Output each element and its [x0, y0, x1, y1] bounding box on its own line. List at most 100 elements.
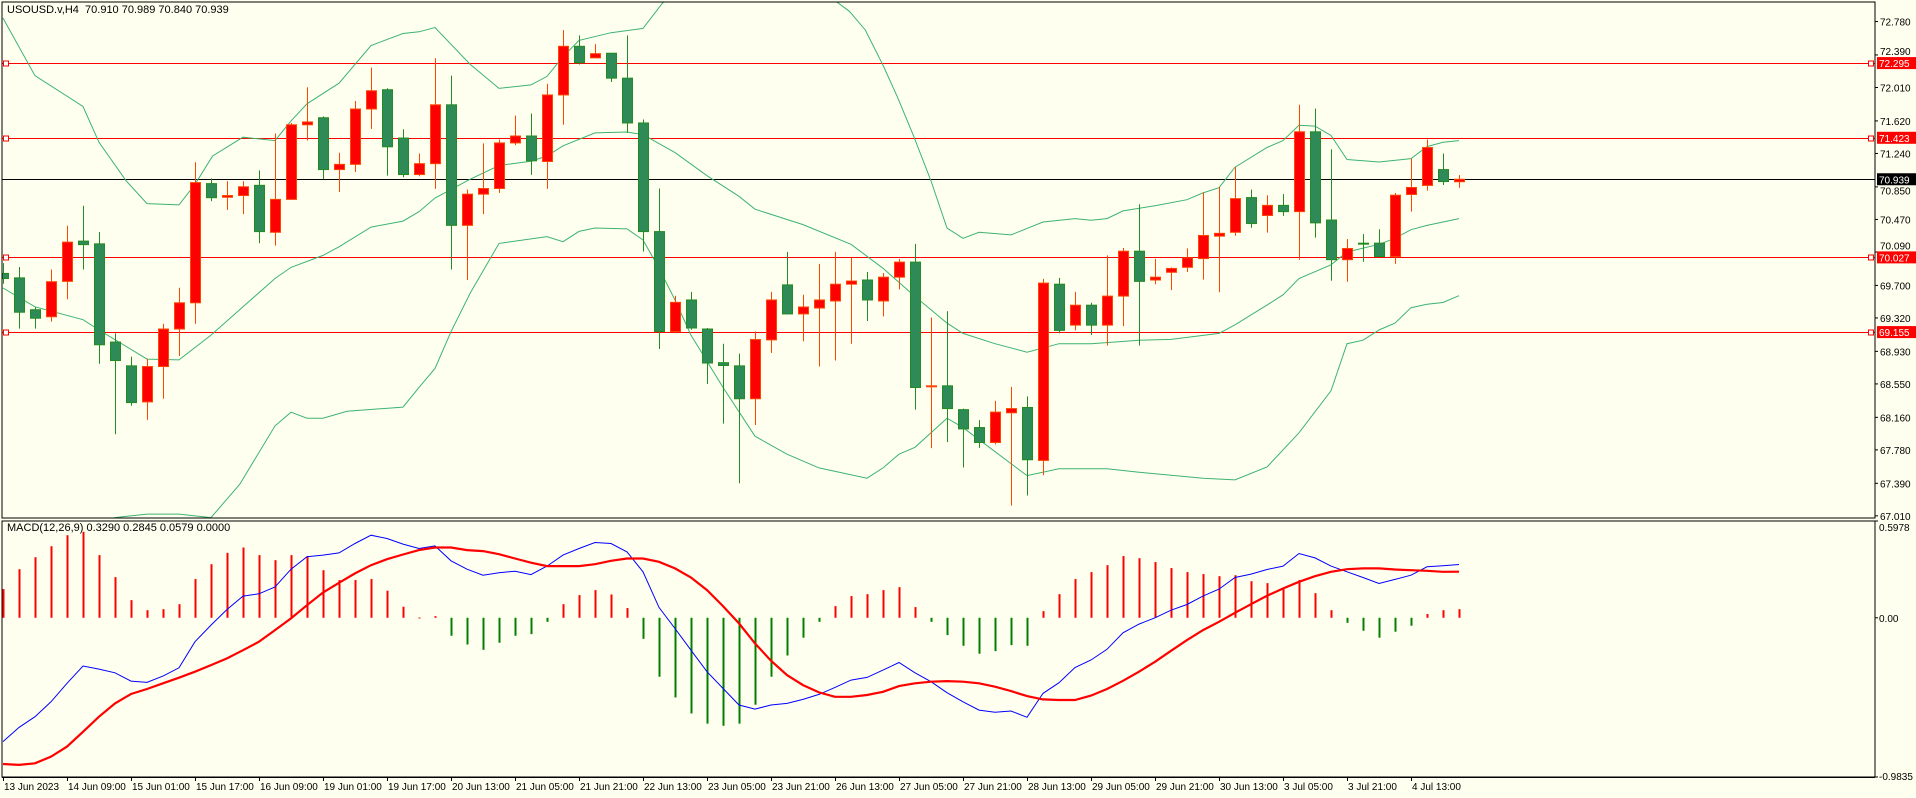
candle-body: [1006, 408, 1017, 414]
macd-histogram-bar: [482, 617, 485, 650]
macd-histogram-bar: [210, 564, 213, 618]
candle: [94, 231, 105, 364]
candle-body: [14, 277, 25, 313]
candle-body: [430, 104, 441, 165]
level-price-tag-bg: [1877, 251, 1916, 264]
time-axis[interactable]: 13 Jun 2023 14 Jun 09:00 15 Jun 01:00 15 Ju…: [2, 777, 1875, 793]
time-axis-label: 30 Jun 13:00: [1220, 782, 1278, 793]
time-axis-label: 22 Jun 13:00: [644, 782, 702, 793]
macd-histogram-bar: [226, 552, 229, 618]
candle-body: [1310, 131, 1321, 224]
candle: [622, 35, 633, 133]
macd-histogram-bar: [274, 560, 277, 618]
candle: [382, 88, 393, 176]
candle-body: [382, 89, 393, 148]
candle: [1230, 166, 1241, 236]
candle-body: [782, 284, 793, 315]
candle-body: [46, 281, 57, 318]
macd-histogram-bar: [994, 617, 997, 652]
macd-histogram-bar: [1250, 581, 1253, 618]
candle: [286, 122, 297, 200]
macd-histogram-bar: [898, 587, 901, 618]
level-price-tag: 72.295: [1879, 59, 1910, 70]
candle-body: [1118, 250, 1129, 297]
candle: [894, 258, 905, 290]
candle-body: [238, 186, 249, 197]
candle-body: [1374, 242, 1385, 258]
level-anchor-handle[interactable]: [1868, 60, 1874, 67]
candle: [942, 311, 953, 443]
price-axis[interactable]: 72.780 72.390 72.010 71.620 71.240 70.850 70.4…: [1875, 18, 1916, 783]
macd-histogram-bar: [1362, 617, 1365, 631]
candle-body: [1246, 197, 1257, 225]
candle-body: [126, 365, 137, 404]
bollinger-middle-band: [2, 131, 1460, 361]
candle-body: [1038, 282, 1049, 461]
candle-body: [62, 241, 73, 282]
macd-histogram-bar: [546, 617, 549, 622]
macd-histogram-bar: [98, 555, 101, 618]
candle: [782, 251, 793, 315]
macd-histogram-bar: [978, 617, 981, 654]
candle-body: [878, 276, 889, 302]
candle-body: [398, 137, 409, 176]
candle: [750, 331, 761, 426]
macd-indicator: [2, 531, 1461, 767]
macd-histogram-bar: [82, 531, 85, 618]
macd-histogram-bar: [642, 617, 645, 639]
macd-histogram-bar: [610, 594, 613, 618]
level-anchor-handle[interactable]: [1868, 329, 1874, 336]
macd-histogram-bar: [834, 606, 837, 618]
candle-body: [270, 198, 281, 233]
candle: [1054, 277, 1065, 334]
time-axis-label: 19 Jun 17:00: [388, 782, 446, 793]
candle: [1278, 194, 1289, 216]
candle: [318, 116, 329, 180]
macd-histogram-bar: [146, 610, 149, 618]
candle-body: [526, 135, 537, 162]
bid-price-tag-bg: [1877, 173, 1916, 186]
time-axis-label: 29 Jun 05:00: [1092, 782, 1150, 793]
candle-body: [510, 135, 521, 144]
level-anchor-handle[interactable]: [3, 329, 9, 336]
candle-body: [958, 409, 969, 430]
candle: [478, 143, 489, 215]
level-anchor-handle[interactable]: [3, 60, 9, 67]
candle: [1182, 248, 1193, 272]
macd-histogram-bar: [1458, 609, 1461, 618]
candle: [62, 225, 73, 300]
candle: [798, 294, 809, 342]
macd-histogram-bar: [770, 617, 773, 677]
macd-axis-label-zero: 0.00: [1879, 614, 1899, 625]
candle: [1246, 189, 1257, 228]
candle-body: [1230, 198, 1241, 233]
candle-body: [1294, 131, 1305, 213]
level-anchor-handle[interactable]: [1868, 135, 1874, 142]
candle: [350, 100, 361, 173]
candle-body: [814, 299, 825, 309]
candle: [462, 189, 473, 281]
macd-histogram-bar: [850, 596, 853, 618]
price-axis-label: 70.470: [1880, 215, 1911, 226]
macd-signal-line: [2, 546, 1460, 767]
candle-body: [718, 362, 729, 367]
macd-histogram-bar: [930, 617, 933, 622]
level-anchor-handle[interactable]: [1868, 254, 1874, 261]
candle-body: [1406, 186, 1417, 196]
candle-body: [574, 45, 585, 64]
candle-body: [1166, 267, 1177, 273]
candle: [574, 35, 585, 65]
level-anchor-handle[interactable]: [3, 254, 9, 261]
candle: [670, 295, 681, 334]
price-axis-label: 71.240: [1880, 149, 1911, 160]
candle: [1086, 302, 1097, 336]
candle: [414, 153, 425, 177]
level-anchor-handle[interactable]: [3, 135, 9, 142]
macd-histogram-bar: [946, 617, 949, 636]
candle-body: [318, 117, 329, 171]
candle: [638, 119, 649, 252]
candle-body: [222, 195, 233, 198]
candle: [398, 129, 409, 178]
candle-body: [926, 385, 937, 388]
